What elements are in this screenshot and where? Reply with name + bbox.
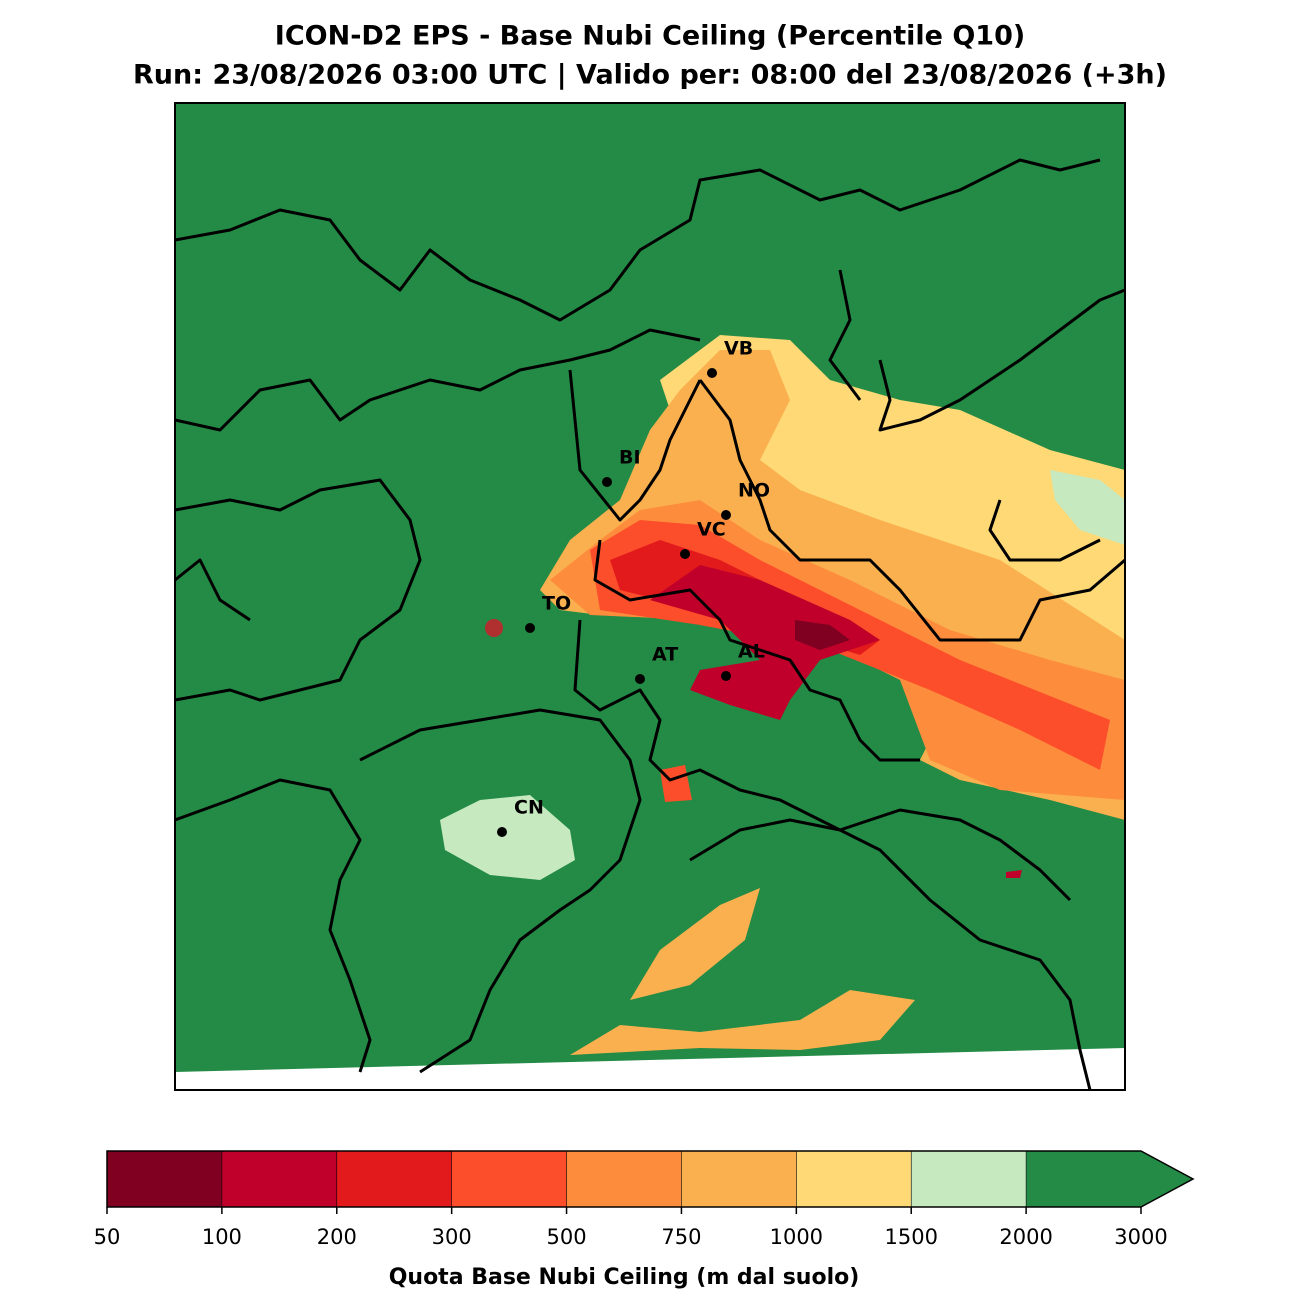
city: AL	[721, 641, 765, 681]
city-label: VC	[697, 519, 726, 541]
colorbar-tick-label: 750	[661, 1225, 701, 1249]
colorbar-segment	[451, 1151, 567, 1207]
city-label: CN	[514, 797, 544, 819]
colorbar-tick-label: 500	[547, 1225, 587, 1249]
field	[650, 565, 880, 720]
city: BI	[602, 447, 641, 487]
title: ICON-D2 EPS - Base Nubi Ceiling (Percent…	[275, 21, 1025, 52]
city-label: TO	[542, 593, 571, 615]
colorbar-segment	[566, 1151, 682, 1207]
field	[630, 888, 760, 1000]
city-label: AT	[652, 644, 678, 666]
colorbar-tick-label: 2000	[999, 1225, 1052, 1249]
colorbar-tick-label: 1500	[884, 1225, 937, 1249]
colorbar-segment	[221, 1151, 337, 1207]
city-label: AL	[738, 641, 765, 663]
map-frame	[174, 102, 1126, 1091]
city: CN	[497, 797, 544, 837]
field	[440, 795, 575, 880]
colorbar-segment	[681, 1151, 797, 1207]
city: TO	[525, 593, 571, 633]
colorbar-tick-label: 3000	[1114, 1225, 1167, 1249]
colorbar-outline	[106, 1150, 1195, 1208]
city-label: BI	[619, 447, 641, 469]
site-marker	[485, 619, 503, 637]
colorbar-segment	[107, 1151, 222, 1207]
colorbar: 50 100 200 300 500 750 1000 1500 2000 3000	[94, 1150, 1195, 1249]
colorbar-tick-label: 1000	[770, 1225, 823, 1249]
colorbar-tick-label: 50	[94, 1225, 121, 1249]
field	[1006, 870, 1022, 878]
colorbar-segment	[336, 1151, 452, 1207]
city: NO	[721, 480, 770, 520]
colorbar-segment	[911, 1151, 1027, 1207]
field	[795, 620, 850, 650]
subtitle: Run: 23/08/2026 03:00 UTC | Valido per: …	[133, 60, 1167, 91]
map: VB BI NO VC TO AT AL CN	[174, 102, 1126, 1091]
field	[570, 990, 915, 1055]
borders	[175, 158, 1125, 1090]
city-label: NO	[738, 480, 770, 502]
city: VB	[707, 338, 753, 378]
colorbar-tick-label: 300	[432, 1225, 472, 1249]
city-label: VB	[724, 338, 753, 360]
colorbar-tick-label: 200	[317, 1225, 357, 1249]
field	[1050, 470, 1125, 545]
colorbar-tick-label: 100	[202, 1225, 242, 1249]
city: VC	[680, 519, 726, 559]
colorbar-segment	[1026, 1151, 1193, 1207]
colorbar-segment	[796, 1151, 912, 1207]
city: AT	[635, 644, 678, 684]
colorbar-label: Quota Base Nubi Ceiling (m dal suolo)	[389, 1265, 860, 1290]
